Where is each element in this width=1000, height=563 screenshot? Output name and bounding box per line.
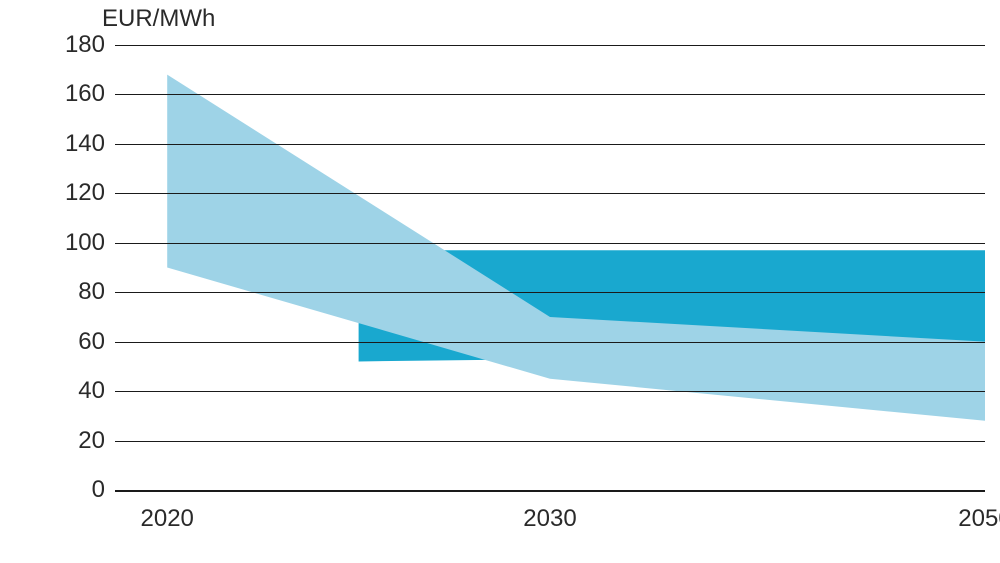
area-layer: [115, 45, 985, 490]
grid-line: [115, 292, 985, 293]
y-tick-label: 40: [45, 377, 105, 405]
x-tick-label: 2030: [523, 505, 576, 533]
grid-line: [115, 144, 985, 145]
grid-line: [115, 391, 985, 392]
grid-line: [115, 94, 985, 95]
y-tick-label: 140: [45, 130, 105, 158]
y-tick-label: 80: [45, 278, 105, 306]
y-tick-label: 60: [45, 328, 105, 356]
y-tick-label: 160: [45, 80, 105, 108]
grid-line: [115, 441, 985, 442]
grid-line: [115, 243, 985, 244]
x-tick-label: 2050: [958, 505, 1000, 533]
y-axis-title: EUR/MWh: [102, 5, 215, 33]
grid-line: [115, 342, 985, 343]
grid-line: [115, 490, 985, 492]
y-tick-label: 120: [45, 179, 105, 207]
chart-container: EUR/MWh 02040608010012014016018020202030…: [0, 0, 1000, 563]
grid-line: [115, 193, 985, 194]
y-tick-label: 0: [45, 476, 105, 504]
y-tick-label: 20: [45, 427, 105, 455]
y-tick-label: 100: [45, 229, 105, 257]
series-light: [167, 75, 985, 421]
x-tick-label: 2020: [140, 505, 193, 533]
grid-line: [115, 45, 985, 46]
y-tick-label: 180: [45, 31, 105, 59]
plot-area: 020406080100120140160180202020302050: [115, 45, 985, 490]
